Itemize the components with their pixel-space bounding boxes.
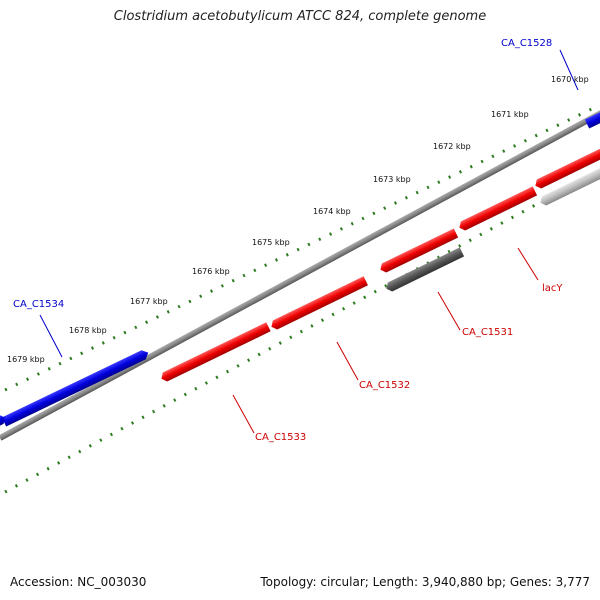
ruler-label-1674: 1674 kbp — [313, 207, 351, 216]
leader-CA_C1534 — [39, 314, 63, 358]
ruler-label-1671: 1671 kbp — [491, 110, 529, 119]
leader-CA_C1532 — [336, 341, 359, 381]
label-CA_C1532: CA_C1532 — [359, 380, 410, 391]
label-CA_C1531: CA_C1531 — [462, 327, 513, 338]
leader-CA_C1531 — [437, 291, 461, 331]
gene-lacY[interactable] — [457, 186, 538, 232]
gene-CA_C1528[interactable] — [584, 109, 600, 129]
leader-CA_C1533 — [232, 394, 255, 434]
ruler-label-1679: 1679 kbp — [7, 355, 45, 364]
ruler-label-1670: 1670 kbp — [551, 75, 589, 84]
gene-CA_C1531-grey[interactable] — [384, 247, 465, 293]
genome-backbone — [0, 107, 600, 441]
ruler-label-1673: 1673 kbp — [373, 175, 411, 184]
gene-CA_C1530-grey[interactable] — [538, 165, 600, 207]
gene-CA_C1533[interactable] — [159, 322, 271, 383]
gene-CA_C1531-red[interactable] — [378, 228, 459, 275]
map-title: Clostridium acetobutylicum ATCC 824, com… — [113, 9, 487, 24]
label-CA_C1533: CA_C1533 — [255, 432, 306, 443]
ruler-label-1676: 1676 kbp — [192, 267, 230, 276]
ruler-label-1677: 1677 kbp — [130, 297, 168, 306]
leader-lacY — [517, 247, 539, 281]
gene-CA_C1535-partial[interactable] — [0, 413, 7, 427]
ruler-label-1672: 1672 kbp — [433, 142, 471, 151]
ruler-label-1678: 1678 kbp — [69, 326, 107, 335]
label-CA_C1534: CA_C1534 — [13, 299, 64, 310]
gene-CA_C1532[interactable] — [269, 276, 368, 331]
outer-ruler — [4, 103, 600, 392]
leader-CA_C1528 — [559, 49, 579, 91]
ruler-label-1675: 1675 kbp — [252, 238, 290, 247]
accession-text: Accession: NC_003030 — [10, 575, 147, 589]
label-CA_C1528: CA_C1528 — [501, 38, 552, 49]
gene-CA_C1529[interactable] — [533, 148, 600, 190]
label-lacY: lacY — [542, 283, 563, 294]
topology-text: Topology: circular; Length: 3,940,880 bp… — [260, 575, 590, 589]
gene-CA_C1534[interactable] — [1, 348, 151, 427]
